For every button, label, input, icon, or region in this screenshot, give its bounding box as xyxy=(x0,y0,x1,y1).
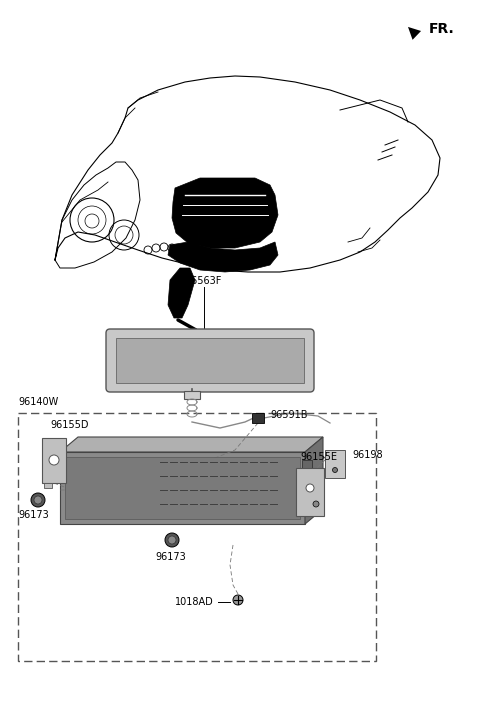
Text: 1018AD: 1018AD xyxy=(175,597,214,607)
Bar xyxy=(116,338,304,383)
Bar xyxy=(296,468,324,516)
Bar xyxy=(18,413,376,661)
Circle shape xyxy=(233,595,243,605)
Circle shape xyxy=(34,496,42,504)
Polygon shape xyxy=(305,437,323,524)
Polygon shape xyxy=(60,437,323,452)
Bar xyxy=(184,391,200,399)
Polygon shape xyxy=(168,242,278,272)
Circle shape xyxy=(49,455,59,465)
Bar xyxy=(60,452,305,524)
Bar xyxy=(42,438,66,483)
Text: 96198: 96198 xyxy=(352,450,383,460)
Bar xyxy=(302,487,312,501)
Text: 96140W: 96140W xyxy=(18,397,58,407)
Text: 96591B: 96591B xyxy=(270,410,308,420)
Text: 96563F: 96563F xyxy=(186,276,222,286)
Circle shape xyxy=(165,533,179,547)
Text: 96173: 96173 xyxy=(18,510,49,520)
Circle shape xyxy=(168,536,176,544)
Bar xyxy=(252,413,264,423)
Text: 96155E: 96155E xyxy=(300,452,337,462)
Circle shape xyxy=(313,501,319,507)
Polygon shape xyxy=(168,268,195,318)
Bar xyxy=(325,450,345,478)
Bar xyxy=(65,457,300,519)
Circle shape xyxy=(333,467,337,472)
Text: 96155D: 96155D xyxy=(50,420,88,430)
Text: 96173: 96173 xyxy=(155,552,186,562)
FancyBboxPatch shape xyxy=(106,329,314,392)
Text: FR.: FR. xyxy=(429,22,455,36)
Bar xyxy=(302,460,312,480)
Bar xyxy=(44,483,52,488)
Circle shape xyxy=(31,493,45,507)
Circle shape xyxy=(306,484,314,492)
Polygon shape xyxy=(172,178,278,248)
